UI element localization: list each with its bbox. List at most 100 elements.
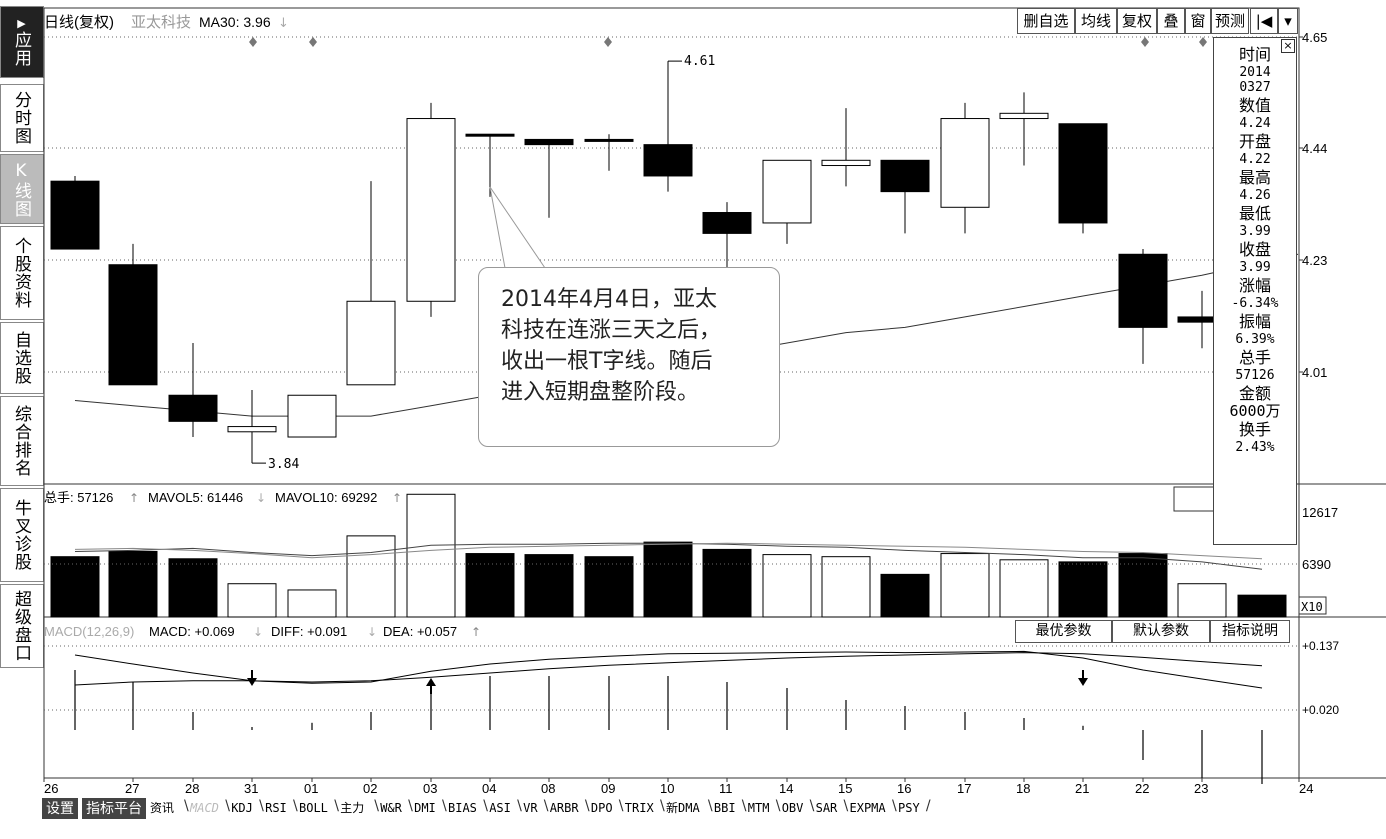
tab-separator: \ <box>618 798 624 814</box>
toolbar-button-4[interactable]: 窗 <box>1185 8 1211 34</box>
sidebar-item-3[interactable]: 个股资料 <box>0 226 44 320</box>
candle-body <box>999 112 1049 120</box>
volume-bar <box>168 558 218 618</box>
tab-7[interactable]: 主力 <box>340 801 365 815</box>
sidebar-item-label: 个股资料 <box>11 237 31 309</box>
tab-18[interactable]: MTM <box>747 801 770 815</box>
volume-bar <box>940 553 990 618</box>
x-axis-label: 22 <box>1135 781 1149 796</box>
macd-value: MACD: +0.069 <box>149 624 235 639</box>
callout-line: 科技在连涨三天之后， <box>501 318 722 343</box>
info-panel: × 时间 2014 0327 数值 4.24 开盘 4.22 最高 4.26 最低 3.99 收盘 3.… <box>1213 37 1297 545</box>
info-label: 涨幅 <box>1238 276 1271 295</box>
sidebar-item-4[interactable]: 自选股 <box>0 322 44 394</box>
tab-15[interactable]: TRIX <box>624 801 654 815</box>
info-value: 4.22 <box>1239 152 1271 167</box>
candle-body <box>406 118 456 302</box>
info-value: 3.99 <box>1239 224 1271 239</box>
dea-value: DEA: +0.057 <box>383 624 457 639</box>
tab-6[interactable]: BOLL <box>299 801 328 815</box>
play-icon: ▶ <box>15 17 28 31</box>
toolbar-button-3[interactable]: 叠 <box>1157 8 1185 34</box>
volume-up-arrow: ↑ <box>129 491 139 505</box>
info-label: 时间 <box>1238 45 1271 64</box>
skip-to-start-icon[interactable]: |◀ <box>1250 8 1278 34</box>
tab-separator: \ <box>584 798 590 814</box>
x-axis-label: 31 <box>244 781 258 796</box>
tab-8[interactable]: W&R <box>380 801 402 815</box>
toolbar-button-2[interactable]: 复权 <box>1117 8 1157 34</box>
sidebar-item-7[interactable]: 超级盘口 <box>0 584 44 668</box>
volume-unit-box <box>1298 596 1327 615</box>
sidebar-item-2[interactable]: K线图 <box>0 154 44 224</box>
candle-body <box>643 144 693 177</box>
indicator-button-1[interactable]: 默认参数 <box>1112 620 1210 643</box>
toolbar-button-1[interactable]: 均线 <box>1075 8 1117 34</box>
tab-0[interactable]: 设置 <box>42 798 78 819</box>
tab-21[interactable]: EXPMA <box>849 801 886 815</box>
indicator-button-2[interactable]: 指标说明 <box>1210 620 1290 643</box>
tab-13[interactable]: ARBR <box>549 801 579 815</box>
price-axis-label: 4.23 <box>1302 253 1327 268</box>
volume-bar <box>287 589 337 618</box>
tab-9[interactable]: DMI <box>414 801 436 815</box>
tab-3[interactable]: MACD <box>190 801 219 815</box>
volume-bar <box>50 556 100 618</box>
sidebar-item-5[interactable]: 综合排名 <box>0 396 44 486</box>
callout-pointer <box>489 186 546 269</box>
volume-axis-label: 6390 <box>1302 557 1331 572</box>
x-axis-label: 26 <box>44 781 58 796</box>
chevron-down-icon[interactable]: ▾ <box>1278 8 1298 34</box>
price-axis-label: 4.44 <box>1302 141 1327 156</box>
candle-body <box>50 180 100 250</box>
x-axis-label: 03 <box>423 781 437 796</box>
tab-14[interactable]: DPO <box>590 801 613 815</box>
macd-axis-label: +0.020 <box>1302 703 1339 717</box>
volume-bar <box>821 556 871 618</box>
toolbar-button-0[interactable]: 删自选 <box>1017 8 1075 34</box>
info-value: 6.39% <box>1235 332 1275 347</box>
candle-body <box>108 264 158 386</box>
x-axis-label: 02 <box>363 781 377 796</box>
info-label: 最高 <box>1238 168 1271 187</box>
tab-17[interactable]: BBI <box>713 801 736 815</box>
volume-bar <box>880 573 930 618</box>
candle-body <box>346 300 396 386</box>
tab-1[interactable]: 指标平台 <box>82 798 146 819</box>
indicator-button-0[interactable]: 最优参数 <box>1015 620 1112 643</box>
tab-separator: \ <box>707 798 713 814</box>
sidebar-item-6[interactable]: 牛叉诊股 <box>0 488 44 582</box>
tab-22[interactable]: PSY <box>898 801 920 815</box>
tab-20[interactable]: SAR <box>815 801 838 815</box>
candle-body <box>287 394 337 438</box>
tab-separator: \ <box>543 798 549 814</box>
tab-4[interactable]: KDJ <box>231 801 253 815</box>
tab-19[interactable]: OBV <box>781 801 804 815</box>
tab-12[interactable]: VR <box>523 801 538 815</box>
toolbar-button-5[interactable]: 预测 <box>1211 8 1249 34</box>
tab-11[interactable]: ASI <box>489 801 511 815</box>
sidebar-item-label: 综合排名 <box>11 405 31 477</box>
x-axis-label: 08 <box>541 781 555 796</box>
volume-axis-label: 12617 <box>1302 505 1338 520</box>
mavol10-line <box>74 542 1263 560</box>
x-axis-label: 15 <box>838 781 852 796</box>
info-label: 换手 <box>1238 420 1271 439</box>
tab-10[interactable]: BIAS <box>448 801 477 815</box>
sidebar-item-0[interactable]: ▶应用 <box>0 6 44 78</box>
volume-bar <box>643 541 693 618</box>
tab-2[interactable]: 资讯 <box>150 801 175 815</box>
info-value: 2.43% <box>1235 440 1275 455</box>
close-box-icon[interactable]: × <box>1281 39 1295 53</box>
tab-separator: \ <box>259 798 264 814</box>
volume-total: 总手: 57126 <box>44 490 113 505</box>
diamond-marker <box>309 37 317 47</box>
candle-body <box>880 159 930 193</box>
volume-bar <box>406 493 456 618</box>
candle-body <box>940 118 990 208</box>
tab-separator: \ <box>741 798 747 814</box>
tab-16[interactable]: 新DMA <box>666 801 700 815</box>
tab-5[interactable]: RSI <box>265 801 287 815</box>
x-axis-label: 11 <box>719 781 733 796</box>
info-label: 总手 <box>1238 348 1271 367</box>
